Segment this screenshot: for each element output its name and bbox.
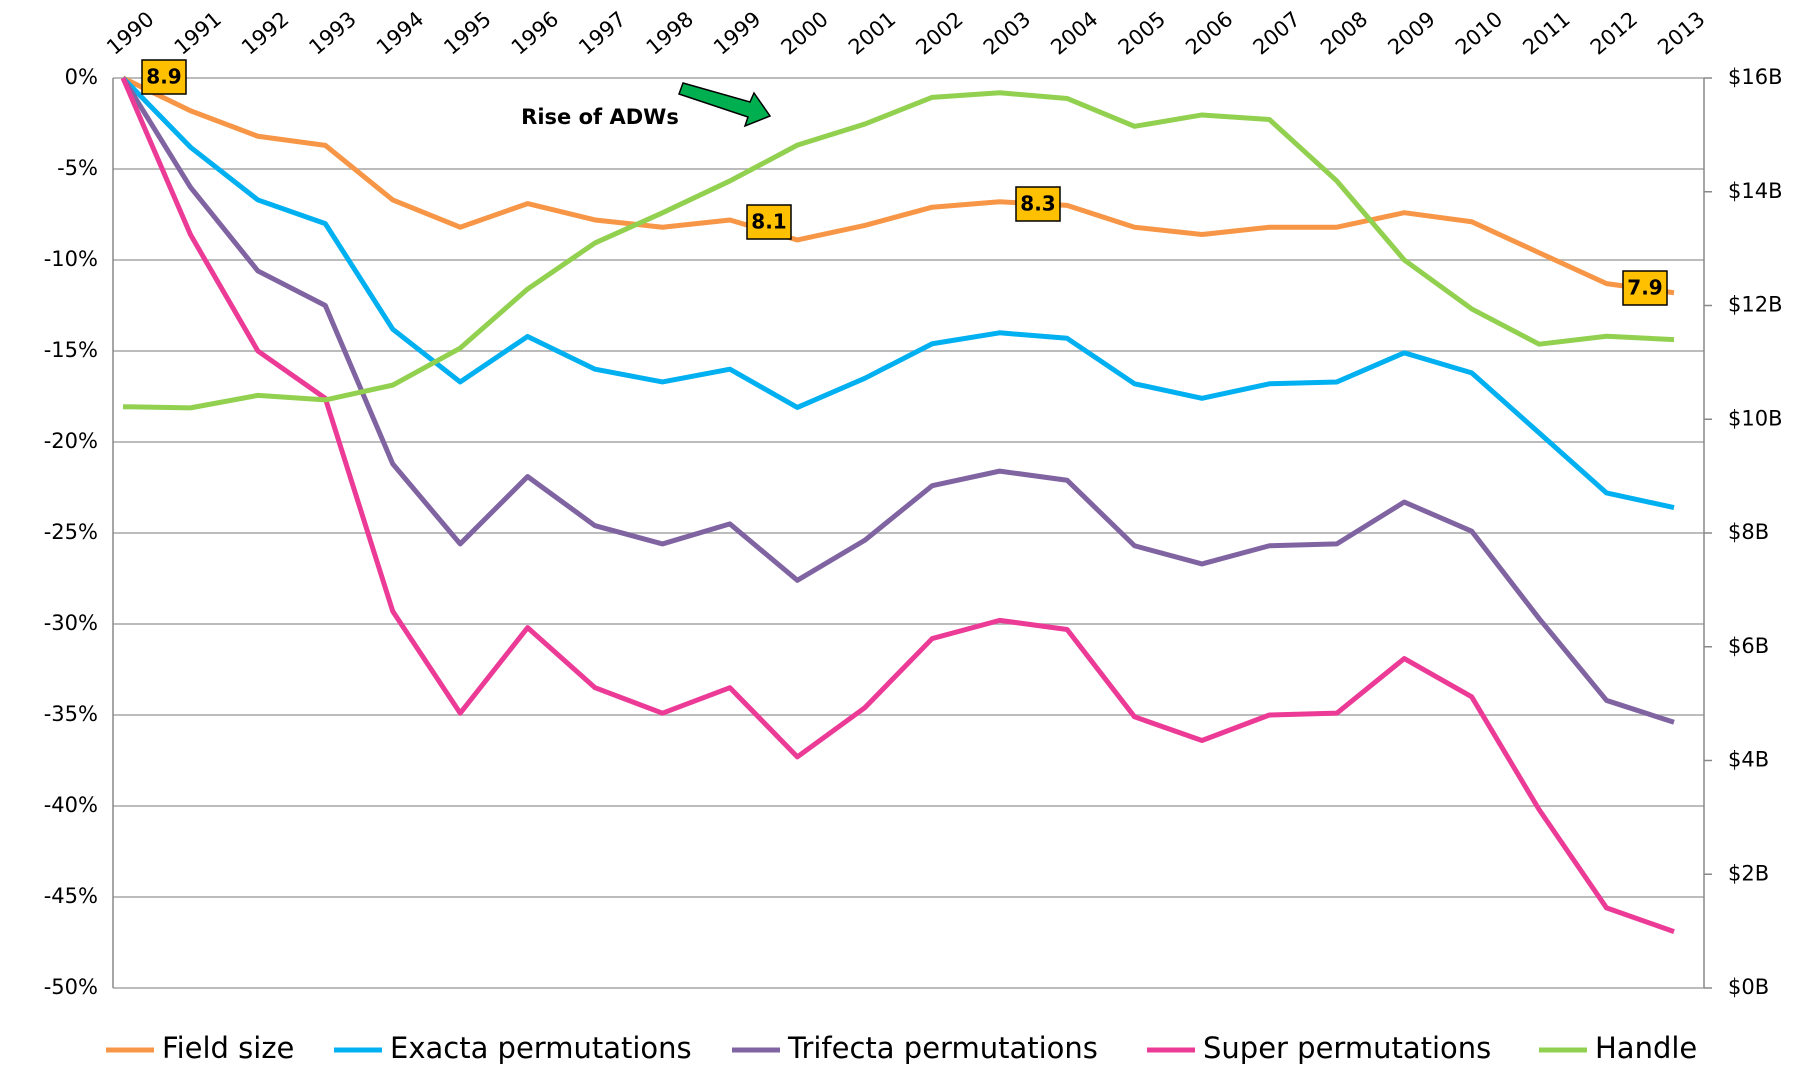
x-tick-label: 2009 [1383, 7, 1439, 60]
legend-label: Trifecta permutations [787, 1031, 1098, 1065]
x-tick-label: 2006 [1181, 7, 1237, 60]
x-tick-label: 2003 [979, 7, 1035, 60]
y-tick-label: -45% [44, 884, 98, 908]
y-tick-label: -30% [44, 611, 98, 635]
legend-label: Field size [162, 1031, 294, 1065]
y2-tick-label: $16B [1728, 65, 1783, 89]
x-tick-label: 1994 [372, 7, 428, 60]
annotation-box [1015, 186, 1061, 222]
y2-tick-label: $0B [1728, 975, 1769, 999]
adw-arrow [678, 82, 772, 128]
y2-tick-label: $14B [1728, 179, 1783, 203]
x-tick-label: 2004 [1046, 7, 1102, 60]
x-tick-label: 2012 [1586, 7, 1642, 60]
series-line [121, 76, 1675, 510]
series-line [120, 76, 1675, 725]
legend-label: Super permutations [1203, 1031, 1491, 1065]
annotation-box [746, 204, 792, 240]
annotation: 8.1 [751, 210, 786, 234]
y2-tick-label: $12B [1728, 293, 1783, 317]
legend-label: Exacta permutations [390, 1031, 692, 1065]
x-tick-label: 1997 [574, 7, 630, 60]
x-tick-label: 1995 [439, 7, 495, 60]
y-tick-label: -10% [44, 247, 98, 271]
series-line [122, 90, 1675, 411]
annotation: 8.3 [1020, 192, 1055, 216]
x-tick-label: 2013 [1653, 7, 1709, 60]
y-tick-label: -35% [44, 702, 98, 726]
x-tick-label: 2002 [911, 7, 967, 60]
x-tick-label: 2005 [1114, 7, 1170, 60]
x-tick-label: 2010 [1451, 7, 1507, 60]
x-tick-label: 2001 [844, 7, 900, 60]
y-tick-label: -20% [44, 429, 98, 453]
x-tick-label: 1992 [237, 7, 293, 60]
y2-tick-label: $2B [1728, 861, 1769, 885]
y-tick-label: -15% [44, 338, 98, 362]
x-tick-label: 2007 [1249, 7, 1305, 60]
y-tick-label: -50% [44, 975, 98, 999]
x-tick-label: 1999 [709, 7, 765, 60]
annotation-box [141, 59, 187, 95]
y-tick-label: -25% [44, 520, 98, 544]
y2-tick-label: $4B [1728, 748, 1769, 772]
x-tick-label: 1991 [170, 7, 226, 60]
annotation: 8.9 [146, 65, 181, 89]
annotation: 7.9 [1627, 276, 1662, 300]
y2-tick-label: $8B [1728, 520, 1769, 544]
y-tick-label: 0% [65, 65, 98, 89]
y-tick-label: -40% [44, 793, 98, 817]
annotation-box [1622, 270, 1668, 306]
x-tick-label: 2011 [1518, 7, 1574, 60]
x-tick-label: 1996 [507, 7, 563, 60]
y-tick-label: -5% [57, 156, 98, 180]
annotation: Rise of ADWs [521, 105, 679, 129]
y2-tick-label: $6B [1728, 634, 1769, 658]
series-line [121, 75, 1675, 296]
series-line [120, 77, 1675, 934]
x-tick-label: 1990 [102, 7, 158, 60]
y2-tick-label: $10B [1728, 406, 1783, 430]
legend-label: Handle [1595, 1031, 1697, 1065]
x-tick-label: 2008 [1316, 7, 1372, 60]
x-tick-label: 2000 [777, 7, 833, 60]
x-tick-label: 1998 [642, 7, 698, 60]
x-tick-label: 1993 [304, 7, 360, 60]
